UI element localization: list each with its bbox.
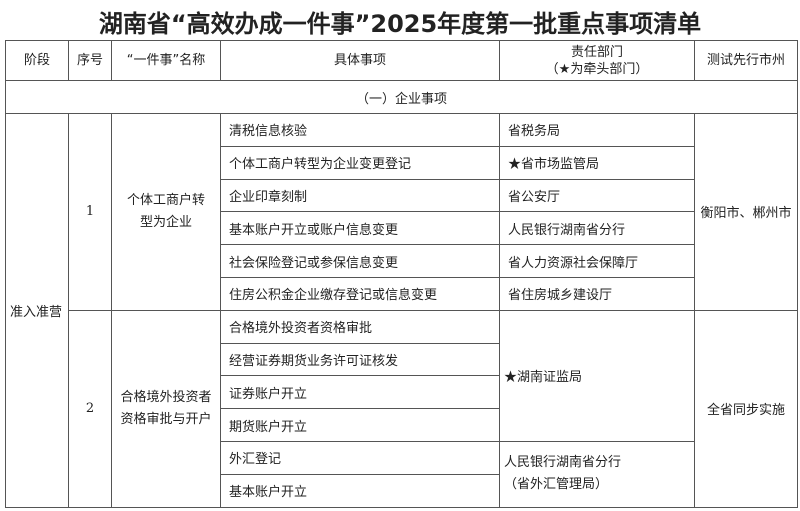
dept-cell: 省人力资源社会保障厅 [499, 244, 695, 278]
pilot-cell: 衡阳市、郴州市 [694, 113, 798, 311]
item-cell: 基本账户开立或账户信息变更 [220, 211, 500, 246]
item-cell: 合格境外投资者资格审批 [220, 309, 500, 344]
header-dept: 责任部门 （★为牵头部门） [499, 40, 695, 81]
item-cell: 个体工商户转型为企业变更登记 [220, 145, 500, 180]
table-row: 经营证券期货业务许可证核发 [6, 342, 798, 377]
dept-cell: 人民银行湖南省分行 [499, 211, 695, 246]
dept-cell: 人民银行湖南省分行 （省外汇管理局） [499, 440, 695, 508]
header-stage: 阶段 [5, 40, 69, 81]
page-title: 湖南省“高效办成一件事”2025年度第一批重点事项清单 [98, 10, 702, 38]
group-no: 2 [68, 309, 112, 508]
dept-cell: ★湖南证监局 [499, 309, 695, 442]
dept-cell: ★省市场监管局 [499, 145, 695, 180]
table-row: 2 合格境外投资者资格审批与开户 合格境外投资者资格审批 ★湖南证监局 全省同步… [6, 309, 798, 508]
header-name: “一件事”名称 [111, 40, 221, 81]
table-row: 准入准营 1 个体工商户转型为企业 清税信息核验 省税务局 衡阳市、郴州市 [5, 113, 798, 508]
stage-cell: 准入准营 [5, 113, 69, 508]
item-list-table: 阶段 序号 “一件事”名称 具体事项 责任部门 （★为牵头部门） 测试先行市州 （… [5, 40, 798, 508]
table-row: 企业印章刻制 省公安厅 [6, 178, 798, 213]
item-cell: 社会保险登记或参保信息变更 [220, 244, 500, 278]
table-row: 基本账户开立或账户信息变更 人民银行湖南省分行 [6, 211, 798, 246]
item-cell: 期货账户开立 [220, 408, 500, 442]
dept-cell: 省住房城乡建设厅 [499, 276, 695, 311]
header-no: 序号 [68, 40, 112, 81]
dept-line2: （省外汇管理局） [504, 477, 609, 493]
table-row: 住房公积金企业缴存登记或信息变更 省住房城乡建设厅 [6, 276, 798, 311]
table-row: 证券账户开立 [6, 375, 798, 410]
group-no: 1 [68, 113, 112, 311]
group-name: 个体工商户转型为企业 [111, 113, 221, 311]
table-row: 个体工商户转型为企业变更登记 ★省市场监管局 [6, 145, 798, 180]
dept-cell: 省公安厅 [499, 178, 695, 213]
section-row: （一）企业事项 [5, 80, 798, 114]
table-row: 基本账户开立 [6, 473, 798, 508]
item-cell: 经营证券期货业务许可证核发 [220, 342, 500, 377]
item-cell: 清税信息核验 [220, 113, 500, 147]
item-cell: 外汇登记 [220, 440, 500, 475]
header-dept-line2: （★为牵头部门） [545, 61, 649, 77]
item-cell: 证券账户开立 [220, 375, 500, 410]
table-row: 期货账户开立 [6, 408, 798, 442]
header-row: 阶段 序号 “一件事”名称 具体事项 责任部门 （★为牵头部门） 测试先行市州 [5, 40, 798, 81]
pilot-cell: 全省同步实施 [694, 309, 798, 508]
dept-line1: 人民银行湖南省分行 [504, 455, 622, 471]
item-cell: 住房公积金企业缴存登记或信息变更 [220, 276, 500, 311]
header-items: 具体事项 [220, 40, 500, 81]
header-dept-line1: 责任部门 [570, 44, 623, 60]
group-name: 合格境外投资者资格审批与开户 [111, 309, 221, 508]
table-row: 外汇登记 人民银行湖南省分行 （省外汇管理局） [6, 440, 798, 508]
item-cell: 基本账户开立 [220, 473, 500, 508]
table-row: 社会保险登记或参保信息变更 省人力资源社会保障厅 [6, 244, 798, 278]
header-pilot: 测试先行市州 [694, 40, 798, 81]
item-cell: 企业印章刻制 [220, 178, 500, 213]
section-title: （一）企业事项 [5, 80, 798, 114]
dept-cell: 省税务局 [499, 113, 695, 147]
